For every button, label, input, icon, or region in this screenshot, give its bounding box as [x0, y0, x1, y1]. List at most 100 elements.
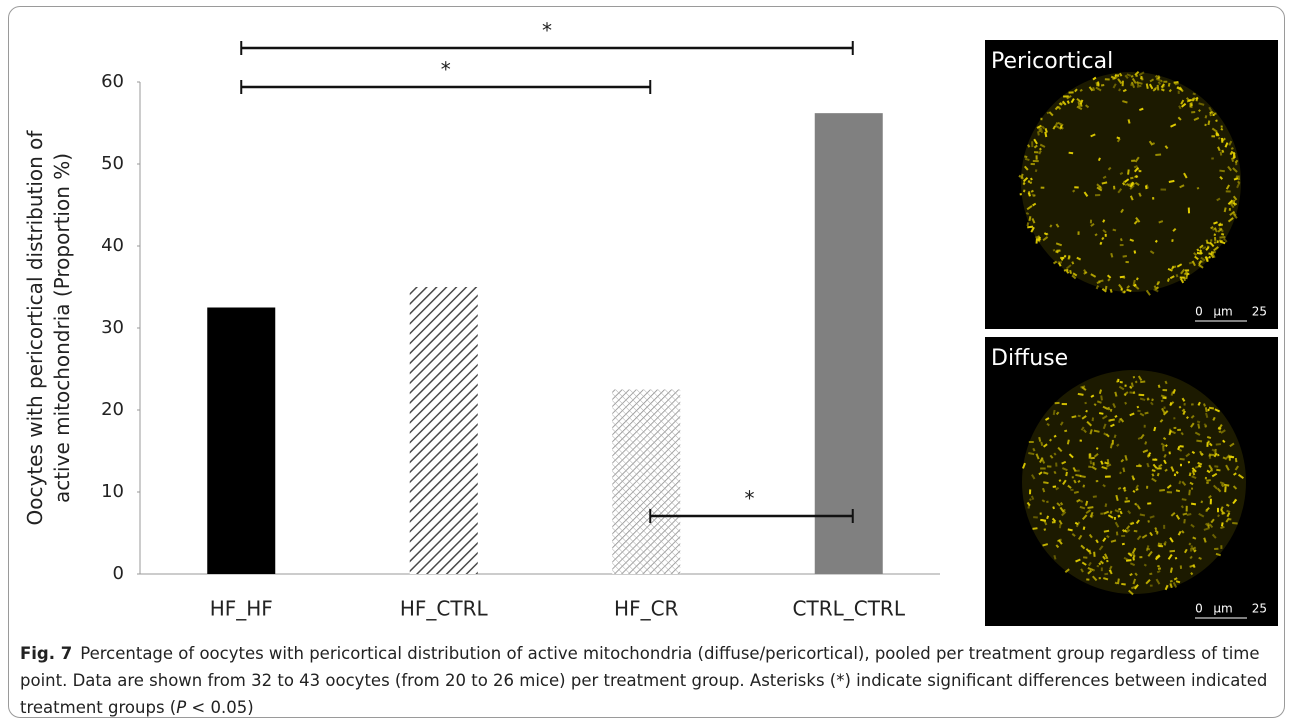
- mitochondria-dot: [1105, 78, 1110, 80]
- y-tick-label: 0: [113, 563, 124, 584]
- mitochondria-dot: [1156, 467, 1161, 469]
- mitochondria-dot: [1091, 457, 1095, 459]
- mitochondria-dot: [1217, 240, 1219, 243]
- mitochondria-dot: [1041, 187, 1045, 189]
- mitochondria-dot: [1173, 417, 1175, 419]
- mitochondria-dot: [1217, 508, 1219, 512]
- mitochondria-dot: [1088, 466, 1091, 468]
- scale-unit: µm: [1213, 305, 1232, 319]
- mitochondria-dot: [1186, 506, 1188, 512]
- mitochondria-dot: [1152, 197, 1154, 200]
- mitochondria-dot: [1100, 513, 1103, 515]
- scale-min: 0: [1195, 602, 1203, 616]
- mitochondria-dot: [1112, 440, 1114, 445]
- bar: [815, 113, 883, 574]
- y-tick-label: 60: [101, 71, 124, 92]
- mitochondria-dot: [1214, 237, 1216, 241]
- y-tick-label: 30: [101, 317, 124, 338]
- mitochondria-dot: [1191, 488, 1193, 490]
- mitochondria-dot: [1121, 535, 1125, 537]
- mitochondria-dot: [1162, 389, 1167, 391]
- mitochondria-dot: [1086, 578, 1089, 580]
- mitochondria-dot: [1131, 160, 1135, 162]
- y-tick-label: 10: [101, 481, 124, 502]
- mitochondria-dot: [1033, 516, 1038, 518]
- significance-marker: *: [542, 19, 552, 43]
- mitochondria-dot: [1139, 556, 1142, 558]
- mitochondria-dot: [1101, 567, 1103, 571]
- mitochondria-dot: [1136, 465, 1142, 467]
- page: Figure 7 {"chart_data": {"type": "bar", …: [0, 0, 1295, 724]
- mitochondria-dot: [1104, 573, 1108, 575]
- mitochondria-dot: [1095, 194, 1100, 196]
- mitochondria-dot: [1221, 126, 1223, 128]
- x-tick-label: HF_CTRL: [400, 597, 489, 621]
- mitochondria-dot: [1214, 548, 1218, 550]
- mitochondria-dot: [1133, 376, 1135, 378]
- mitochondria-dot: [1191, 102, 1193, 108]
- mitochondria-dot: [1233, 152, 1235, 158]
- mitochondria-dot: [1031, 163, 1035, 165]
- mitochondria-dot: [1125, 497, 1127, 500]
- mitochondria-dot: [1055, 402, 1060, 404]
- y-tick-label: 40: [101, 235, 124, 256]
- mitochondria-dot: [1229, 208, 1231, 211]
- mitochondria-dot: [1080, 440, 1082, 442]
- mitochondria-dot: [1105, 475, 1111, 477]
- scale-min: 0: [1195, 305, 1203, 319]
- mitochondria-dot: [1099, 577, 1101, 579]
- mitochondria-dot: [1105, 234, 1107, 237]
- mitochondria-dot: [1205, 477, 1207, 479]
- mitochondria-dot: [1226, 190, 1231, 192]
- mitochondria-dot: [1162, 397, 1166, 399]
- scale-max: 25: [1252, 602, 1267, 616]
- mitochondria-dot: [1185, 269, 1189, 271]
- significance-marker: *: [441, 58, 451, 82]
- mitochondria-dot: [1072, 476, 1074, 478]
- mitochondria-dot: [1183, 403, 1185, 406]
- mitochondria-dot: [1183, 278, 1185, 281]
- mitochondria-dot: [1220, 545, 1222, 549]
- mitochondria-dot: [1040, 118, 1042, 121]
- mitochondria-dot: [1031, 141, 1033, 147]
- mitochondria-dot: [1120, 381, 1123, 383]
- mitochondria-dot: [1126, 261, 1129, 263]
- mitochondria-dot: [1040, 467, 1046, 469]
- mitochondria-dot: [1137, 410, 1140, 412]
- mitochondria-dot: [1177, 429, 1181, 431]
- mitochondria-dot: [1235, 162, 1237, 165]
- mitochondria-dot: [1161, 188, 1167, 190]
- mitochondria-dot: [1144, 425, 1146, 428]
- x-tick-label: HF_HF: [210, 597, 273, 621]
- mitochondria-dot: [1020, 193, 1022, 195]
- mitochondria-dot: [1191, 403, 1194, 405]
- caption-end: < 0.05): [186, 698, 254, 717]
- mitochondria-dot: [1213, 114, 1215, 116]
- x-tick-label: CTRL_CTRL: [793, 597, 906, 621]
- mitochondria-dot: [1174, 473, 1176, 476]
- y-axis-label-line: active mitochondria (Proportion %): [50, 153, 74, 503]
- significance-marker: *: [745, 487, 755, 511]
- mitochondria-dot: [1040, 513, 1042, 515]
- mitochondria-dot: [1070, 489, 1073, 491]
- mitochondria-dot: [1113, 186, 1115, 190]
- mitochondria-dot: [1157, 281, 1159, 283]
- mitochondria-dot: [1174, 427, 1177, 429]
- mitochondria-dot: [1197, 187, 1200, 189]
- figure: 0102030405060Oocytes with pericortical d…: [0, 0, 1295, 636]
- mitochondria-dot: [1124, 384, 1126, 386]
- mitochondria-dot: [1123, 291, 1125, 293]
- mitochondria-dot: [1188, 208, 1190, 214]
- mitochondria-dot: [1210, 499, 1212, 505]
- mitochondria-dot: [1169, 451, 1171, 454]
- mitochondria-dot: [1211, 135, 1215, 137]
- y-tick-label: 50: [101, 153, 124, 174]
- mitochondria-dot: [1167, 491, 1172, 493]
- mitochondria-dot: [1146, 486, 1148, 489]
- micrograph-label: Diffuse: [991, 346, 1068, 371]
- bar: [207, 308, 275, 575]
- mitochondria-dot: [1122, 81, 1124, 87]
- mitochondria-dot: [1150, 585, 1153, 587]
- mitochondria-dot: [1180, 464, 1182, 466]
- mitochondria-dot: [1096, 480, 1099, 482]
